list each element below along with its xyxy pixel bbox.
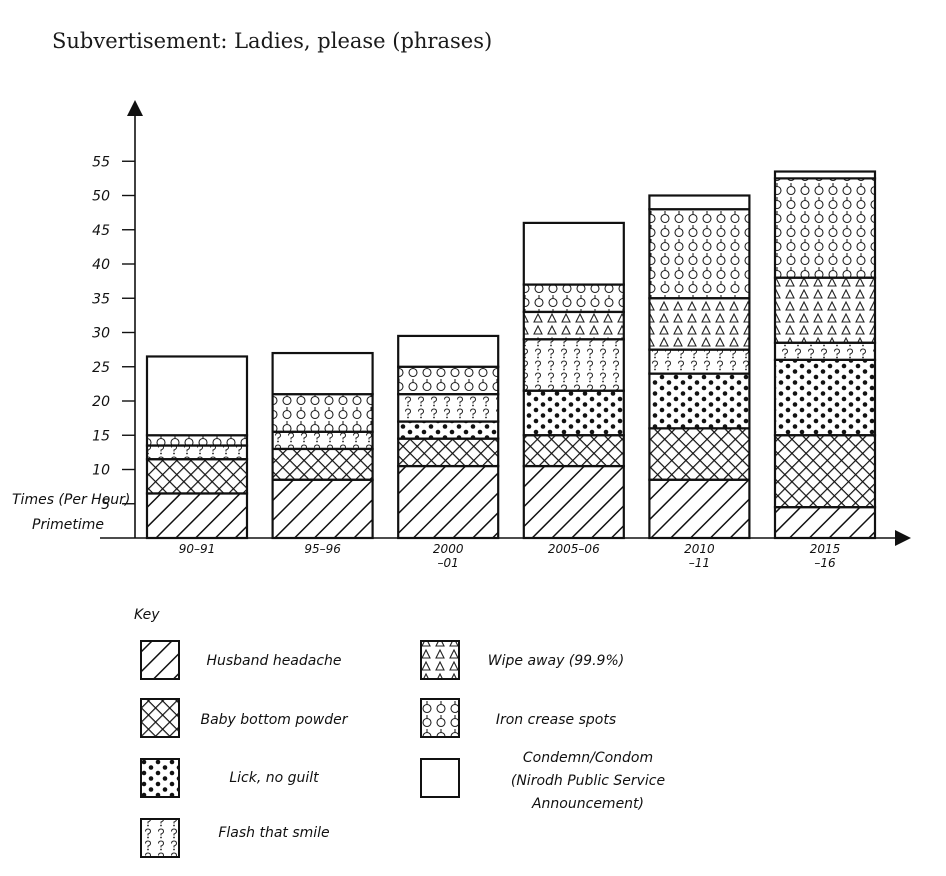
- category-label: 2015: [810, 542, 841, 556]
- y-tick-label: 15: [92, 428, 110, 444]
- bar-segment: [522, 464, 625, 540]
- key-entry-label: Husband headache: [206, 653, 341, 669]
- bar-segment: [648, 297, 751, 351]
- bar-segment: [648, 427, 751, 481]
- key-swatch: [140, 758, 180, 798]
- category-label: –11: [689, 556, 710, 570]
- y-axis-label-line-1: Times (Per Hour): [12, 492, 130, 508]
- y-tick-label: 20: [92, 394, 110, 410]
- key-swatch: [140, 818, 180, 858]
- key-swatch: [140, 698, 180, 738]
- bar-segment: [397, 393, 500, 423]
- key-swatch: [420, 640, 460, 680]
- key-entry-label: Flash that smile: [218, 825, 329, 841]
- bar-segment: [648, 372, 751, 430]
- key-entry-label: Wipe away (99.9%): [488, 653, 624, 669]
- bar-segment: [773, 276, 877, 344]
- chart-title: Subvertisement: Ladies, please (phrases): [52, 29, 492, 53]
- bar-segment: [773, 506, 877, 540]
- category-label: –01: [438, 556, 459, 570]
- key-entry-label: Baby bottom powder: [200, 712, 348, 728]
- bar-segment: [522, 434, 625, 468]
- bar-segment: [397, 437, 500, 468]
- key-entry-label: Announcement): [531, 796, 644, 812]
- bar-segment: [522, 221, 625, 286]
- bar-segment: [397, 365, 500, 396]
- bar-segment: [145, 492, 249, 540]
- bar-segment: [397, 334, 500, 368]
- bar-segment: [522, 283, 625, 314]
- category-label: 2000: [433, 542, 464, 556]
- category-label: 95–96: [304, 542, 341, 556]
- bar-segment: [397, 420, 500, 440]
- bar-segment: [648, 194, 751, 211]
- category-labels: 90–91 95–96 2000–01 2005–06 2010–11 2015–16: [179, 542, 841, 570]
- y-tick-label: 30: [92, 326, 110, 342]
- bar-segment: [145, 434, 249, 447]
- bar-segment: [271, 393, 374, 433]
- key-entry-label: (Nirodh Public Service: [511, 773, 665, 789]
- key-entry-label: Iron crease spots: [496, 712, 616, 728]
- bar-segment: [648, 348, 751, 375]
- bar-segment: [522, 338, 625, 392]
- key-label: Key: [134, 607, 160, 623]
- bar-segment: [773, 358, 877, 437]
- y-tick-label: 45: [92, 223, 110, 239]
- bar-segment: [271, 351, 374, 396]
- bar-segment: [145, 355, 249, 437]
- y-tick-label: 5: [101, 497, 110, 513]
- category-label: 90–91: [179, 542, 216, 556]
- bar-segment: [773, 177, 877, 279]
- y-tick-label: 55: [92, 154, 110, 170]
- bars: [145, 170, 877, 540]
- bar-segment: [773, 170, 877, 180]
- bar-segment: [648, 208, 751, 300]
- bar-segment: [397, 464, 500, 540]
- y-tick-label: 50: [92, 189, 110, 205]
- y-axis-label-line-2: Primetime: [32, 517, 104, 533]
- category-label: 2010: [684, 542, 715, 556]
- y-tick-label: 25: [92, 360, 110, 376]
- bar-segment: [271, 447, 374, 481]
- bar-segment: [271, 430, 374, 451]
- bar-segment: [522, 310, 625, 341]
- key-entry-label: Lick, no guilt: [229, 770, 319, 786]
- bar-segment: [145, 444, 249, 461]
- category-label: –16: [814, 556, 836, 570]
- bar-segment: [773, 341, 877, 361]
- key-swatch: [420, 758, 460, 798]
- key-swatch: [140, 640, 180, 680]
- y-tick-label: 35: [92, 291, 110, 307]
- bar-segment: [145, 458, 249, 495]
- bar-segment: [648, 478, 751, 540]
- key: Key Husband headache Baby bottom powder Li…: [134, 607, 665, 858]
- category-label: 2005–06: [548, 542, 600, 556]
- key-entry-label: Condemn/Condom: [523, 750, 653, 766]
- y-ticks: 5 10 15 20 25 30 35 40 45 50 55: [92, 154, 135, 513]
- bar-segment: [271, 478, 374, 540]
- y-tick-label: 10: [92, 463, 110, 479]
- y-tick-label: 40: [92, 257, 110, 273]
- key-swatch: [420, 698, 460, 738]
- bar-segment: [522, 389, 625, 437]
- bar-segment: [773, 434, 877, 509]
